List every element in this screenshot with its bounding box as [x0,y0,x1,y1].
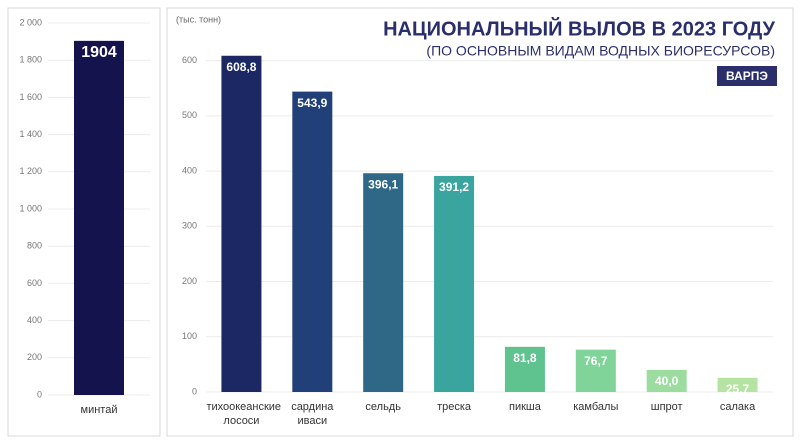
y-tick-label: 300 [182,221,197,231]
bar [74,40,124,396]
value-label: 1904 [81,44,117,61]
y-tick-label: 2 000 [19,17,42,27]
x-tick-label: минтай [80,404,118,416]
y-tick-label: 1 200 [19,166,42,176]
bar [504,346,545,392]
y-tick-label: 600 [27,278,42,288]
value-label: 40,0 [655,374,679,388]
chart-subtitle: (ПО ОСНОВНЫМ ВИДАМ ВОДНЫХ БИОРЕСУРСОВ) [426,43,775,59]
x-tick-label: сельдь [365,401,401,413]
panel [166,7,794,437]
value-label: 81,8 [513,351,537,365]
panel [7,7,161,437]
y-tick-label: 100 [182,331,197,341]
y-tick-label: 1 600 [19,92,42,102]
logo: ВАРПЭ [726,69,768,83]
y-tick-label: 1 400 [19,129,42,139]
bar [221,55,262,393]
y-tick-label: 1 800 [19,55,42,65]
y-tick-label: 1 000 [19,203,42,213]
bar [292,91,333,392]
value-label: 25,7 [726,382,750,396]
chart-title: НАЦИОНАЛЬНЫЙ ВЫЛОВ В 2023 ГОДУ [383,16,775,40]
logo-box [717,66,777,86]
x-tick-label: треска [437,401,472,413]
x-tick-label: салака [719,401,756,413]
y-tick-label: 400 [27,315,42,325]
x-tick-label: пикша [509,401,541,413]
y-axis-label: (тыс. тонн) [176,14,221,24]
x-tick-label: камбалы [573,401,619,413]
y-tick-label: 200 [182,276,197,286]
value-label: 396,1 [368,177,398,191]
value-label: 76,7 [584,354,608,368]
x-tick-label: шпрот [650,401,683,413]
x-tick-label: сардина иваси [291,401,334,427]
bar [717,377,758,392]
y-tick-label: 500 [182,110,197,120]
y-tick-label: 800 [27,241,42,251]
y-tick-label: 0 [192,386,197,396]
bar [363,173,404,392]
value-label: 608,8 [226,60,256,74]
value-label: 543,9 [297,96,327,110]
y-tick-label: 400 [182,165,197,175]
y-tick-label: 0 [37,389,42,399]
value-label: 391,2 [439,180,469,194]
bar [646,369,687,392]
y-tick-label: 200 [27,352,42,362]
y-tick-label: 600 [182,55,197,65]
bar [575,349,616,392]
x-tick-label: тихоокеанские лососи [206,401,282,427]
bar [434,175,475,392]
